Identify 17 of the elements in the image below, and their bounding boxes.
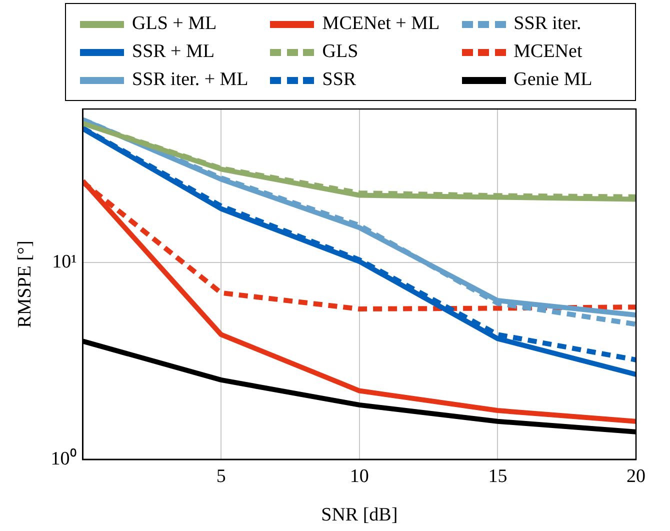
legend-label: SSR + ML — [132, 41, 215, 63]
x-axis-title: SNR [dB] — [321, 504, 398, 526]
legend-label: Genie ML — [514, 69, 592, 91]
y-tick-label: 10⁰ — [50, 447, 77, 470]
legend-label: MCENet — [514, 41, 582, 63]
legend-label: GLS — [322, 41, 358, 63]
y-axis-title: RMSPE [°] — [14, 240, 36, 328]
legend-label: SSR iter. — [514, 13, 582, 35]
y-tick-label: 10¹ — [52, 251, 78, 272]
legend-label: SSR — [322, 69, 356, 91]
legend-label: MCENet + ML — [322, 13, 440, 35]
x-tick-label: 20 — [626, 466, 646, 487]
x-tick-label: 15 — [488, 466, 508, 487]
x-tick-label: 10 — [350, 466, 369, 487]
x-tick-label: 5 — [216, 466, 226, 487]
legend-label: GLS + ML — [132, 13, 217, 35]
legend-label: SSR iter. + ML — [132, 69, 248, 91]
